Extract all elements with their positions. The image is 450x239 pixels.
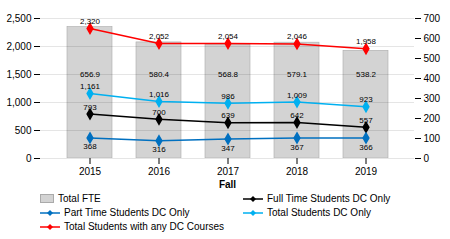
html-text:Part Time Students DC Only: Part Time Students DC Only: [64, 207, 190, 218]
svg-text:1,958: 1,958: [356, 37, 377, 46]
svg-text:2,052: 2,052: [149, 32, 170, 41]
svg-text:1,016: 1,016: [149, 90, 170, 99]
svg-text:500: 500: [15, 125, 32, 136]
svg-text:300: 300: [424, 93, 441, 104]
svg-text:700: 700: [424, 13, 441, 24]
html-text:Full Time Students DC Only: Full Time Students DC Only: [267, 193, 391, 204]
svg-text:923: 923: [359, 95, 373, 104]
svg-text:366: 366: [359, 143, 373, 152]
svg-text:400: 400: [424, 73, 441, 84]
svg-text:656.9: 656.9: [80, 70, 100, 80]
svg-text:200: 200: [424, 113, 441, 124]
svg-text:1,161: 1,161: [80, 82, 101, 91]
svg-text:347: 347: [221, 144, 235, 153]
svg-text:2016: 2016: [148, 166, 171, 177]
svg-text:500: 500: [424, 53, 441, 64]
svg-text:700: 700: [152, 108, 166, 117]
svg-text:100: 100: [424, 133, 441, 144]
svg-text:793: 793: [83, 103, 97, 112]
svg-text:580.4: 580.4: [149, 70, 169, 80]
html-text:Total FTE: Total FTE: [58, 193, 101, 204]
html-text:Total Students with any DC Cou: Total Students with any DC Courses: [64, 221, 225, 232]
svg-text:1,000: 1,000: [6, 97, 31, 108]
svg-text:2019: 2019: [355, 166, 378, 177]
svg-text:Fall: Fall: [219, 179, 236, 190]
svg-text:2018: 2018: [286, 166, 309, 177]
svg-text:557: 557: [359, 116, 373, 125]
svg-text:579.1: 579.1: [287, 70, 307, 80]
svg-text:639: 639: [221, 111, 235, 120]
svg-text:986: 986: [221, 92, 235, 101]
svg-text:2,320: 2,320: [80, 17, 101, 26]
svg-text:2,000: 2,000: [6, 41, 31, 52]
html-text:Total Students DC Only: Total Students DC Only: [267, 207, 371, 218]
svg-text:367: 367: [290, 143, 304, 152]
svg-text:600: 600: [424, 33, 441, 44]
svg-text:538.2: 538.2: [356, 70, 376, 80]
svg-text:568.8: 568.8: [218, 70, 238, 80]
svg-text:1,009: 1,009: [287, 91, 308, 100]
svg-text:1,500: 1,500: [6, 69, 31, 80]
svg-text:368: 368: [83, 142, 97, 151]
svg-text:2,054: 2,054: [218, 32, 239, 41]
svg-text:2,500: 2,500: [6, 13, 31, 24]
svg-text:2,046: 2,046: [287, 32, 308, 41]
svg-text:0: 0: [424, 153, 430, 164]
svg-text:0: 0: [26, 153, 32, 164]
svg-text:316: 316: [152, 145, 166, 154]
svg-text:642: 642: [290, 111, 304, 120]
svg-text:2017: 2017: [217, 166, 240, 177]
svg-text:2015: 2015: [79, 166, 102, 177]
